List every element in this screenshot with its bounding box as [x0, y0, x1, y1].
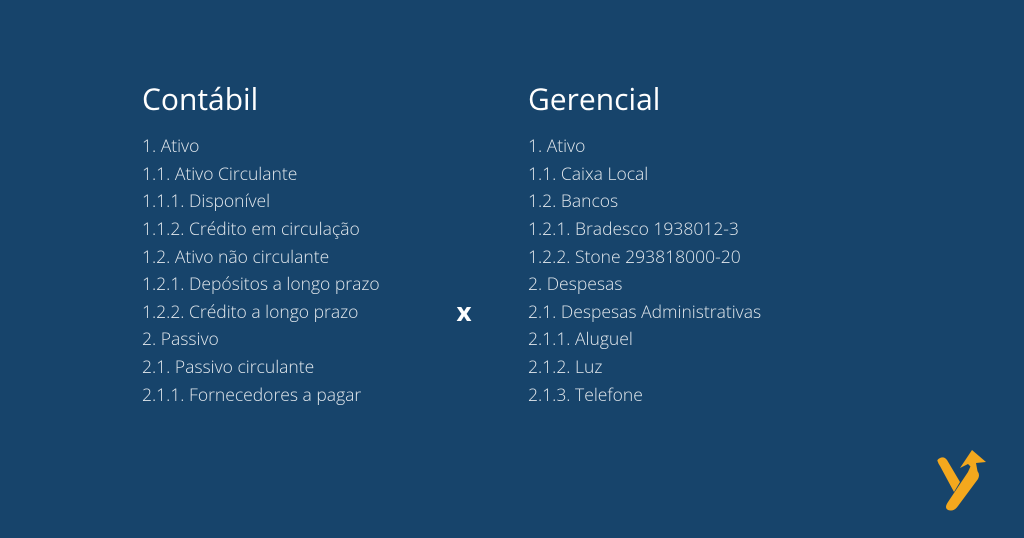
list-item: 2.1. Passivo circulante	[142, 354, 452, 382]
list-item: 2.1.3. Telefone	[528, 382, 848, 410]
left-column: Contábil 1. Ativo 1.1. Ativo Circulante …	[142, 82, 452, 409]
brand-logo-icon	[932, 448, 988, 512]
list-item: 1.2.2. Crédito a longo prazo	[142, 299, 452, 327]
list-item: 1.1.2. Crédito em circulação	[142, 216, 452, 244]
list-item: 2. Passivo	[142, 326, 452, 354]
right-column: Gerencial 1. Ativo 1.1. Caixa Local 1.2.…	[528, 82, 848, 409]
list-item: 2.1.1. Fornecedores a pagar	[142, 382, 452, 410]
list-item: 2.1.1. Aluguel	[528, 326, 848, 354]
list-item: 1.2.1. Bradesco 1938012-3	[528, 216, 848, 244]
list-item: 1.2.1. Depósitos a longo prazo	[142, 271, 452, 299]
list-item: 1. Ativo	[528, 133, 848, 161]
list-item: 2.1.2. Luz	[528, 354, 848, 382]
list-item: 1.2.2. Stone 293818000-20	[528, 244, 848, 272]
list-item: 2. Despesas	[528, 271, 848, 299]
list-item: 1.1. Caixa Local	[528, 161, 848, 189]
versus-separator: x	[452, 293, 476, 329]
right-heading: Gerencial	[528, 82, 848, 115]
list-item: 2.1. Despesas Administrativas	[528, 299, 848, 327]
list-item: 1.1. Ativo Circulante	[142, 161, 452, 189]
left-heading: Contábil	[142, 82, 452, 115]
list-item: 1.1.1. Disponível	[142, 188, 452, 216]
comparison-panel: Contábil 1. Ativo 1.1. Ativo Circulante …	[0, 0, 1024, 409]
list-item: 1. Ativo	[142, 133, 452, 161]
list-item: 1.2. Ativo não circulante	[142, 244, 452, 272]
list-item: 1.2. Bancos	[528, 188, 848, 216]
